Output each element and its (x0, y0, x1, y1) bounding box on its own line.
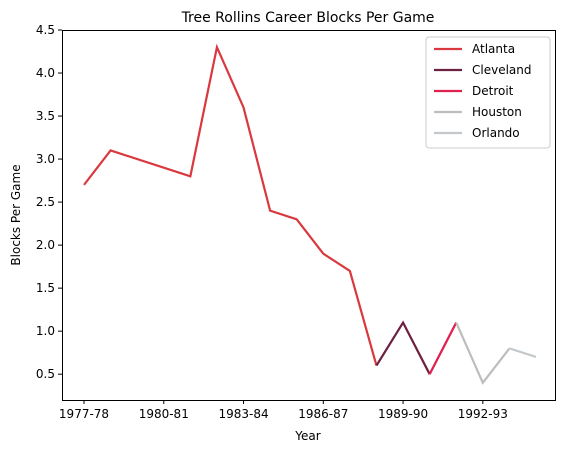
y-tick-label: 3.0 (36, 152, 55, 166)
y-tick-label: 4.0 (36, 66, 55, 80)
y-tick-label: 3.5 (36, 109, 55, 123)
series-line-houston (455, 322, 511, 385)
legend-label: Cleveland (472, 63, 532, 77)
legend-label: Houston (472, 105, 522, 119)
x-tick-label: 1992-93 (458, 407, 508, 421)
y-axis-label: Blocks Per Game (9, 164, 23, 265)
x-axis-label: Year (294, 429, 320, 443)
legend-label: Atlanta (472, 42, 515, 56)
plot-area-frame (62, 30, 556, 401)
series-lines (83, 43, 537, 385)
x-tick-label: 1977-78 (59, 407, 109, 421)
y-tick-label: 2.5 (36, 195, 55, 209)
y-tick-label: 1.0 (36, 324, 55, 338)
legend-label: Detroit (472, 84, 514, 98)
y-tick-label: 2.0 (36, 238, 55, 252)
x-tick-label: 1983-84 (218, 407, 268, 421)
x-axis: 1977-78 1980-81 1983-84 1986-87 1989-90 1992-… (59, 400, 508, 421)
series-line-atlanta (83, 43, 378, 366)
legend: Atlanta Cleveland Detroit Houston Orlando (425, 36, 551, 149)
x-tick-label: 1986-87 (298, 407, 348, 421)
series-line-cleveland (375, 320, 431, 375)
chart-title: Tree Rollins Career Blocks Per Game (181, 10, 435, 26)
x-tick-label: 1980-81 (139, 407, 189, 421)
y-axis: 0.5 1.0 1.5 2.0 2.5 3.0 3.5 4.0 4.5 (36, 23, 62, 381)
y-tick-label: 0.5 (36, 367, 55, 381)
y-tick-label: 4.5 (36, 23, 55, 37)
legend-box (425, 36, 551, 149)
series-line-detroit (428, 322, 458, 375)
x-tick-label: 1989-90 (378, 407, 428, 421)
series-line-orlando (509, 347, 537, 359)
legend-label: Orlando (472, 126, 520, 140)
y-tick-label: 1.5 (36, 281, 55, 295)
